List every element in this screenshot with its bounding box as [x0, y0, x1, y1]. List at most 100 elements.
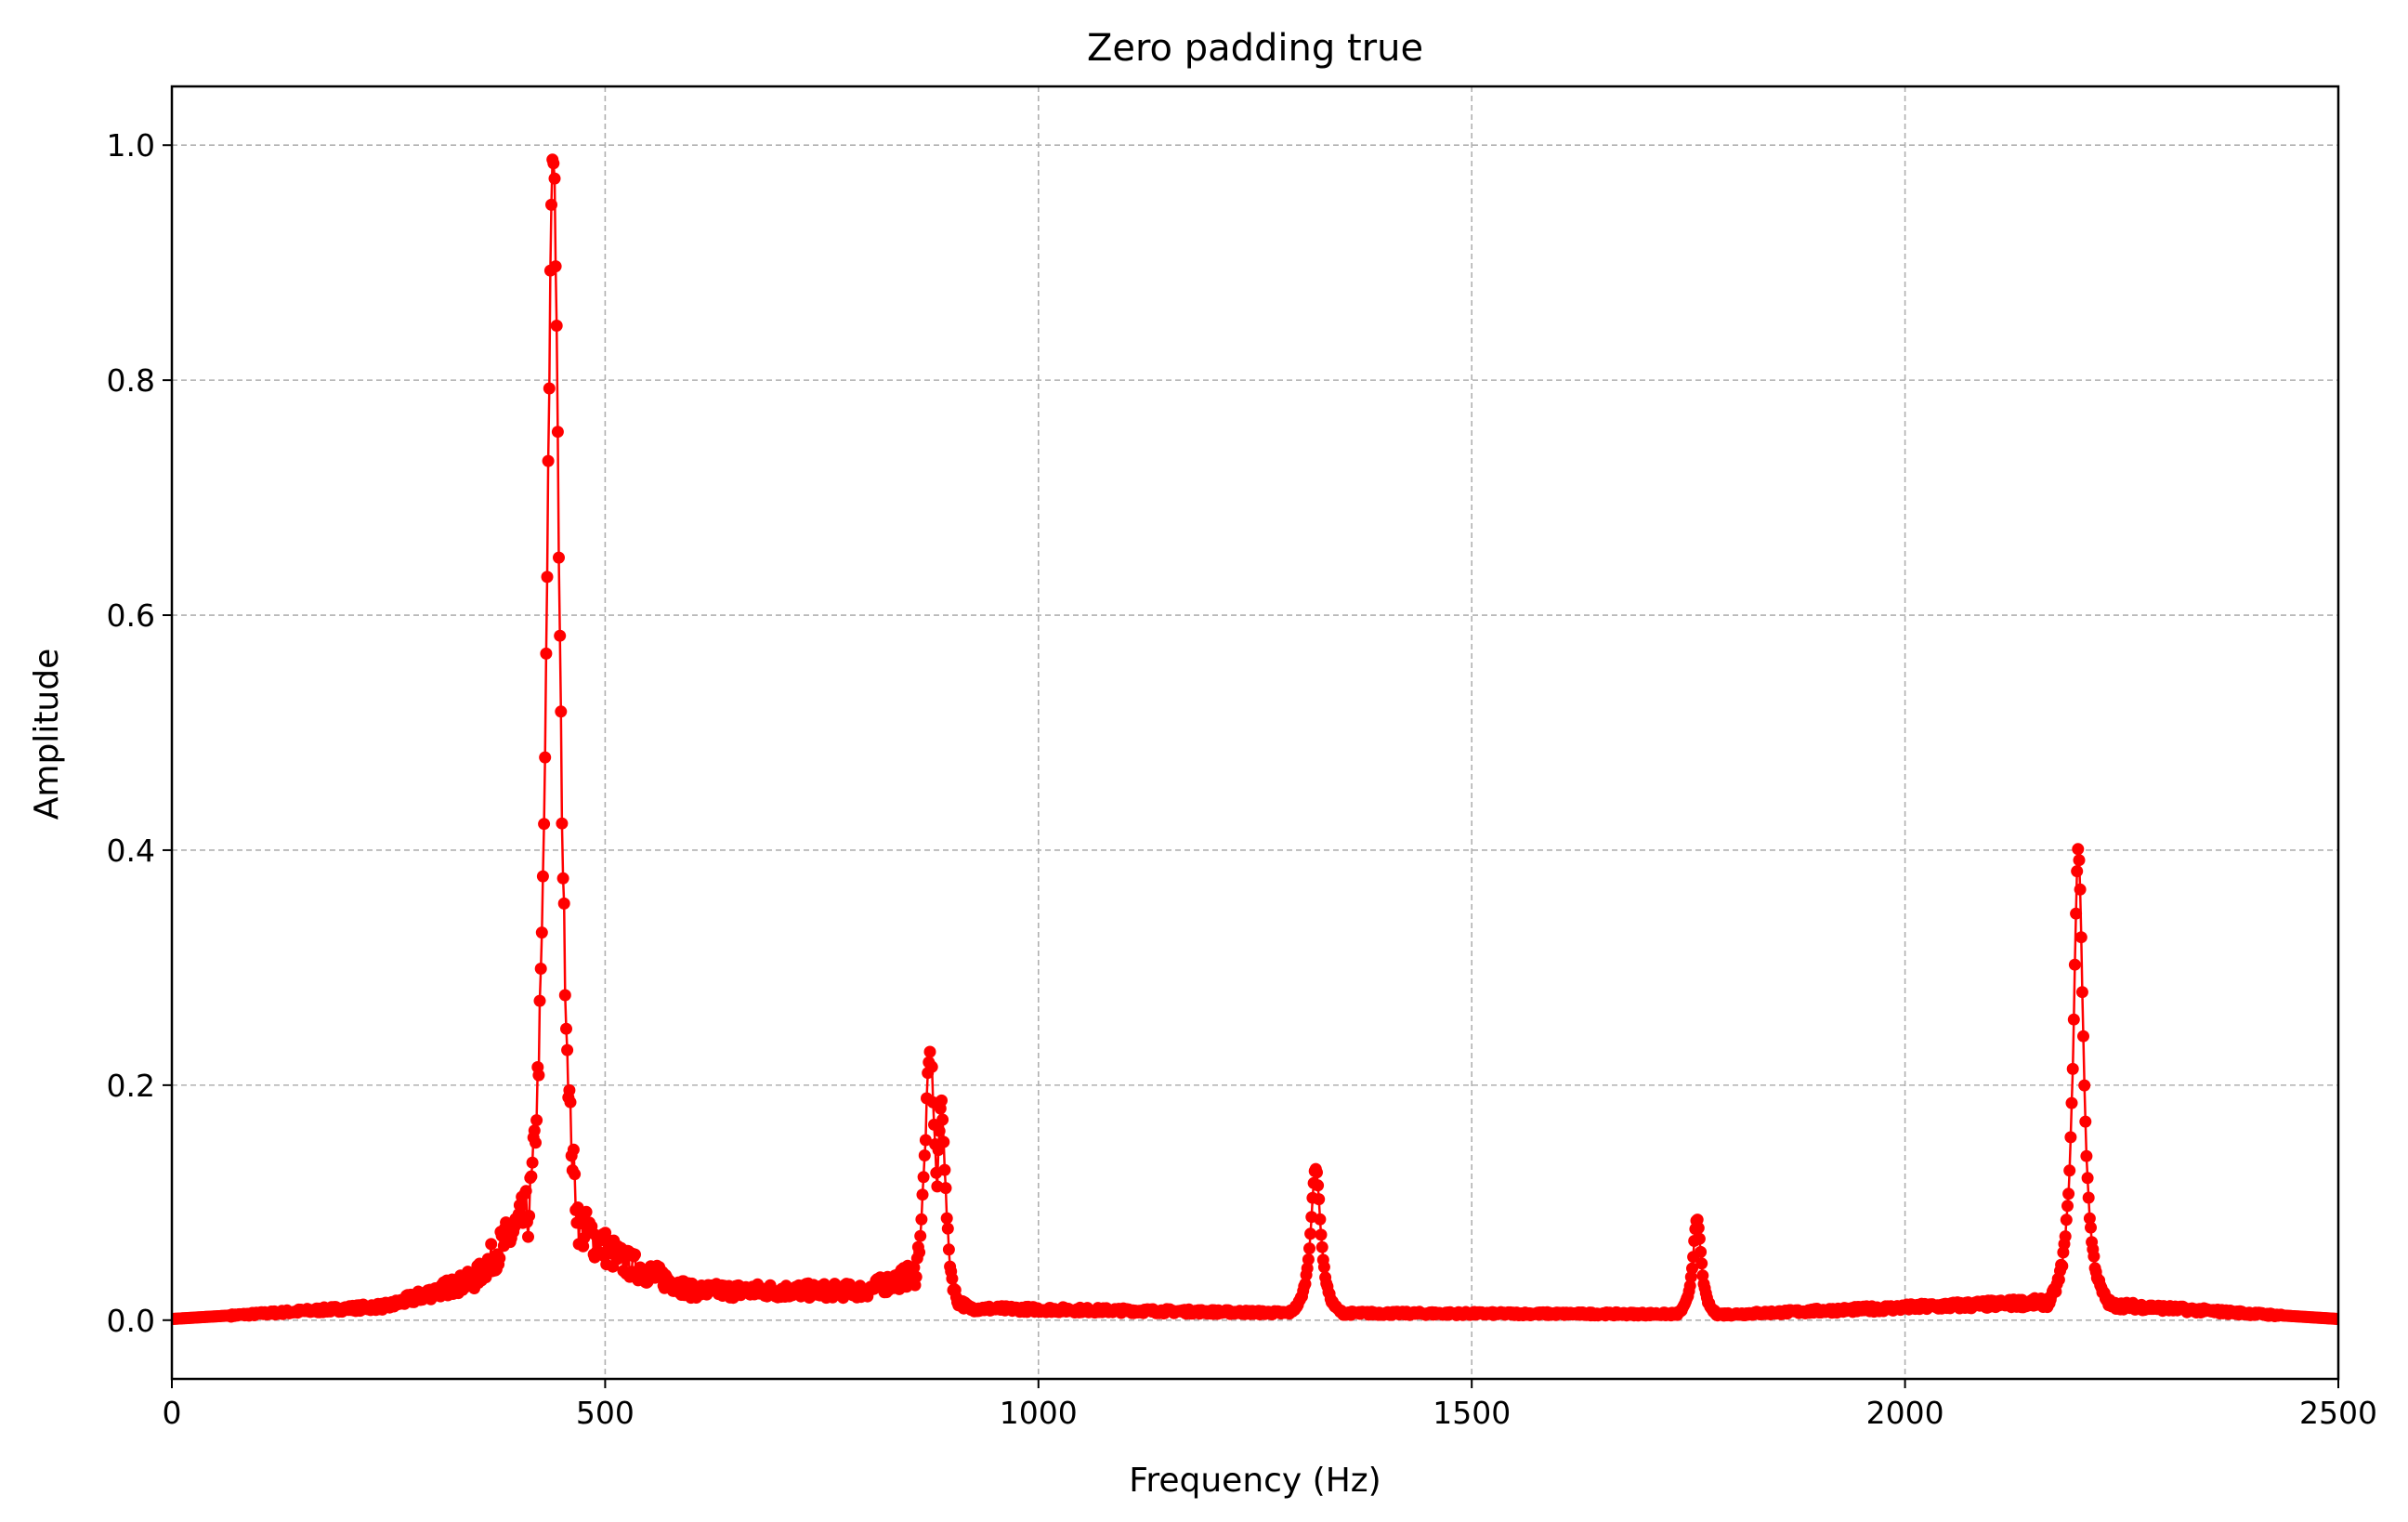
data-point — [2087, 1250, 2100, 1263]
data-point — [567, 1143, 580, 1156]
y-axis: 0.0 0.2 0.4 0.6 0.8 1.0 — [107, 127, 172, 1339]
data-point — [2083, 1212, 2096, 1225]
data-point — [556, 872, 569, 885]
y-axis-label: Amplitude — [28, 649, 66, 820]
data-point — [1695, 1245, 1708, 1258]
data-point — [551, 426, 564, 439]
data-point — [913, 1246, 926, 1259]
data-point — [1683, 1279, 1696, 1292]
data-point — [530, 1136, 542, 1149]
data-point — [2059, 1230, 2072, 1243]
data-point — [942, 1243, 955, 1256]
y-tick-label: 0.8 — [107, 362, 155, 399]
data-point — [1314, 1213, 1327, 1226]
data-point — [2064, 1131, 2077, 1144]
data-point — [2063, 1164, 2076, 1177]
data-point — [2070, 907, 2083, 920]
data-point — [941, 1222, 954, 1235]
data-point — [533, 994, 546, 1007]
data-point — [2081, 1172, 2094, 1185]
data-point — [2062, 1187, 2075, 1201]
data-point — [556, 817, 569, 830]
data-point — [1303, 1242, 1315, 1255]
data-point — [2079, 1115, 2092, 1128]
data-point — [925, 1060, 938, 1073]
x-tick-label: 500 — [576, 1395, 635, 1431]
data-point — [914, 1229, 927, 1242]
data-point — [910, 1270, 923, 1283]
data-point — [558, 989, 571, 1002]
data-point — [564, 1096, 577, 1109]
data-point — [528, 1124, 541, 1137]
data-point — [1693, 1232, 1706, 1245]
y-tick-label: 0.2 — [107, 1068, 155, 1104]
data-point — [2068, 958, 2081, 971]
data-point — [2065, 1096, 2078, 1109]
data-point — [946, 1272, 959, 1285]
y-tick-label: 1.0 — [107, 127, 155, 164]
x-tick-label: 1500 — [1433, 1395, 1511, 1431]
data-point — [1302, 1253, 1315, 1266]
data-point — [536, 870, 549, 883]
data-point — [563, 1083, 576, 1096]
data-point — [2052, 1273, 2065, 1286]
data-point — [1315, 1228, 1328, 1241]
data-point — [1695, 1257, 1708, 1270]
data-point — [936, 1113, 949, 1126]
plot-frame — [170, 85, 2340, 1381]
data-point — [1692, 1222, 1705, 1235]
data-point — [917, 1171, 930, 1184]
data-point — [569, 1168, 582, 1181]
data-point — [526, 1156, 539, 1169]
data-point — [1313, 1193, 1326, 1206]
data-point — [916, 1188, 929, 1201]
data-point — [2078, 1079, 2091, 1092]
data-point — [2332, 1313, 2338, 1325]
data-point — [1301, 1262, 1314, 1275]
data-point — [919, 1134, 932, 1147]
data-point — [560, 1022, 572, 1035]
data-point — [1317, 1261, 1330, 1274]
data-point — [542, 454, 555, 467]
data-point — [2061, 1200, 2074, 1213]
data-point — [629, 1248, 641, 1261]
data-point — [1686, 1262, 1698, 1275]
data-point — [938, 1163, 951, 1176]
data-point — [939, 1182, 952, 1195]
data-point — [1315, 1240, 1328, 1253]
data-point — [908, 1261, 921, 1274]
data-point — [543, 382, 556, 395]
data-point — [561, 1043, 574, 1056]
data-point — [2066, 1062, 2079, 1075]
data-point — [550, 320, 563, 332]
data-point — [523, 1210, 536, 1222]
data-point — [2060, 1214, 2073, 1227]
data-point — [541, 571, 554, 584]
data-point — [485, 1238, 498, 1251]
data-point — [1299, 1278, 1312, 1291]
data-point — [2075, 986, 2088, 999]
data-point — [2071, 865, 2084, 878]
data-point — [525, 1170, 538, 1183]
x-tick-label: 2000 — [1866, 1395, 1944, 1431]
data-point — [548, 172, 561, 185]
data-point — [557, 897, 570, 910]
series-markers — [172, 153, 2338, 1325]
data-point — [2077, 1030, 2089, 1043]
data-point — [549, 260, 562, 273]
data-point — [532, 1069, 545, 1082]
data-point — [2085, 1221, 2097, 1234]
chart-title: Zero padding true — [1087, 27, 1423, 70]
data-point — [535, 926, 548, 939]
data-point — [923, 1045, 936, 1058]
data-point — [1304, 1227, 1317, 1240]
data-point — [2074, 883, 2087, 896]
data-point — [2072, 843, 2085, 856]
data-point — [2067, 1013, 2080, 1026]
x-tick-label: 2500 — [2299, 1395, 2377, 1431]
data-point — [554, 629, 567, 642]
data-point — [2080, 1149, 2093, 1162]
data-point — [530, 1114, 543, 1127]
data-point — [936, 1094, 948, 1107]
data-point — [915, 1213, 928, 1226]
